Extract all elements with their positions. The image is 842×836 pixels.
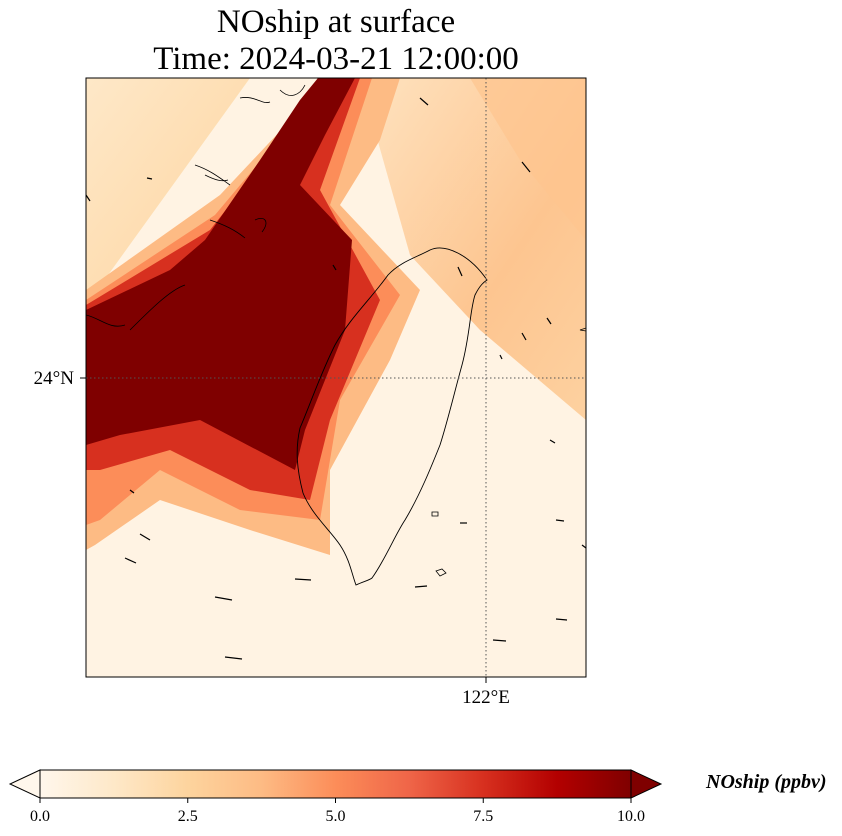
lat-tick-label: 24°N [33, 368, 74, 389]
colorbar-tick-label: 5.0 [325, 808, 346, 825]
colorbar [8, 769, 663, 803]
taiwan-coastline [296, 247, 488, 586]
colorbar-tick-label: 0.0 [30, 808, 50, 825]
mainland-coastline [86, 84, 306, 331]
field-northeast-high [470, 78, 586, 240]
colorbar-body [40, 770, 631, 798]
plume-core [86, 78, 355, 470]
colorbar-label: NOship (ppbv) [706, 771, 827, 793]
colorbar-extend-min [8, 769, 41, 799]
map-figure [80, 77, 587, 683]
plot-title: NOship at surface [216, 4, 456, 40]
colorbar-ticks [39, 798, 632, 803]
colorbar-tick-label: 2.5 [177, 808, 198, 825]
colorbar-tick-label: 7.5 [473, 808, 494, 825]
wind-vectors [86, 97, 586, 660]
field-northwest-moderate [86, 78, 250, 300]
islands-coastline [431, 327, 586, 577]
colorbar-extend-max [630, 769, 663, 799]
colorbar-tick-label: 10.0 [617, 808, 645, 825]
plot-time-title: Time: 2024-03-21 12:00:00 [153, 41, 519, 77]
lon-tick-label: 122°E [462, 687, 510, 708]
